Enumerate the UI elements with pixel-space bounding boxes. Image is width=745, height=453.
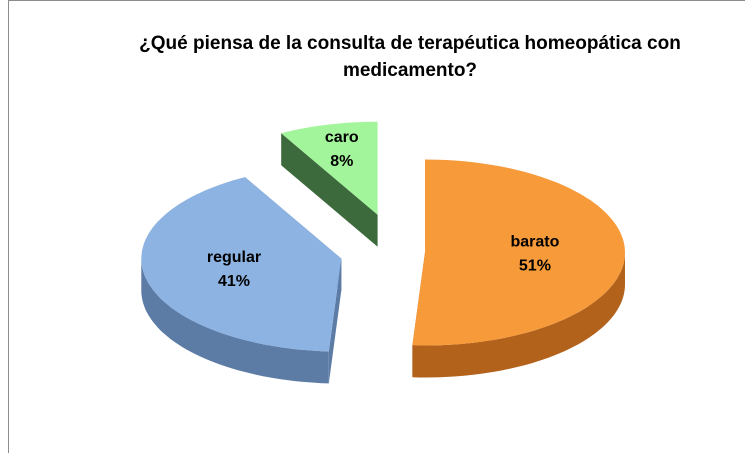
slice-category-label: regular [207, 249, 261, 266]
chart-title: ¿Qué piensa de la consulta de terapéutic… [139, 33, 681, 81]
slice [281, 121, 378, 247]
chart-title-box: ¿Qué piensa de la consulta de terapéutic… [100, 30, 720, 84]
slice-value-label: 41% [218, 273, 250, 290]
slice-side [412, 252, 625, 378]
slice [141, 177, 342, 384]
slice-cut-face [328, 258, 342, 384]
slice [141, 177, 342, 352]
slice-value-label: 51% [519, 257, 551, 274]
slice-side [141, 258, 329, 384]
slice-category-label: caro [325, 129, 359, 146]
slice-value-label: 8% [330, 153, 353, 170]
chart-frame [8, 0, 745, 453]
slice [281, 121, 378, 215]
slice [412, 159, 625, 378]
slice-category-label: barato [510, 233, 559, 250]
slice-cut-face [281, 133, 378, 247]
slice [412, 159, 625, 346]
